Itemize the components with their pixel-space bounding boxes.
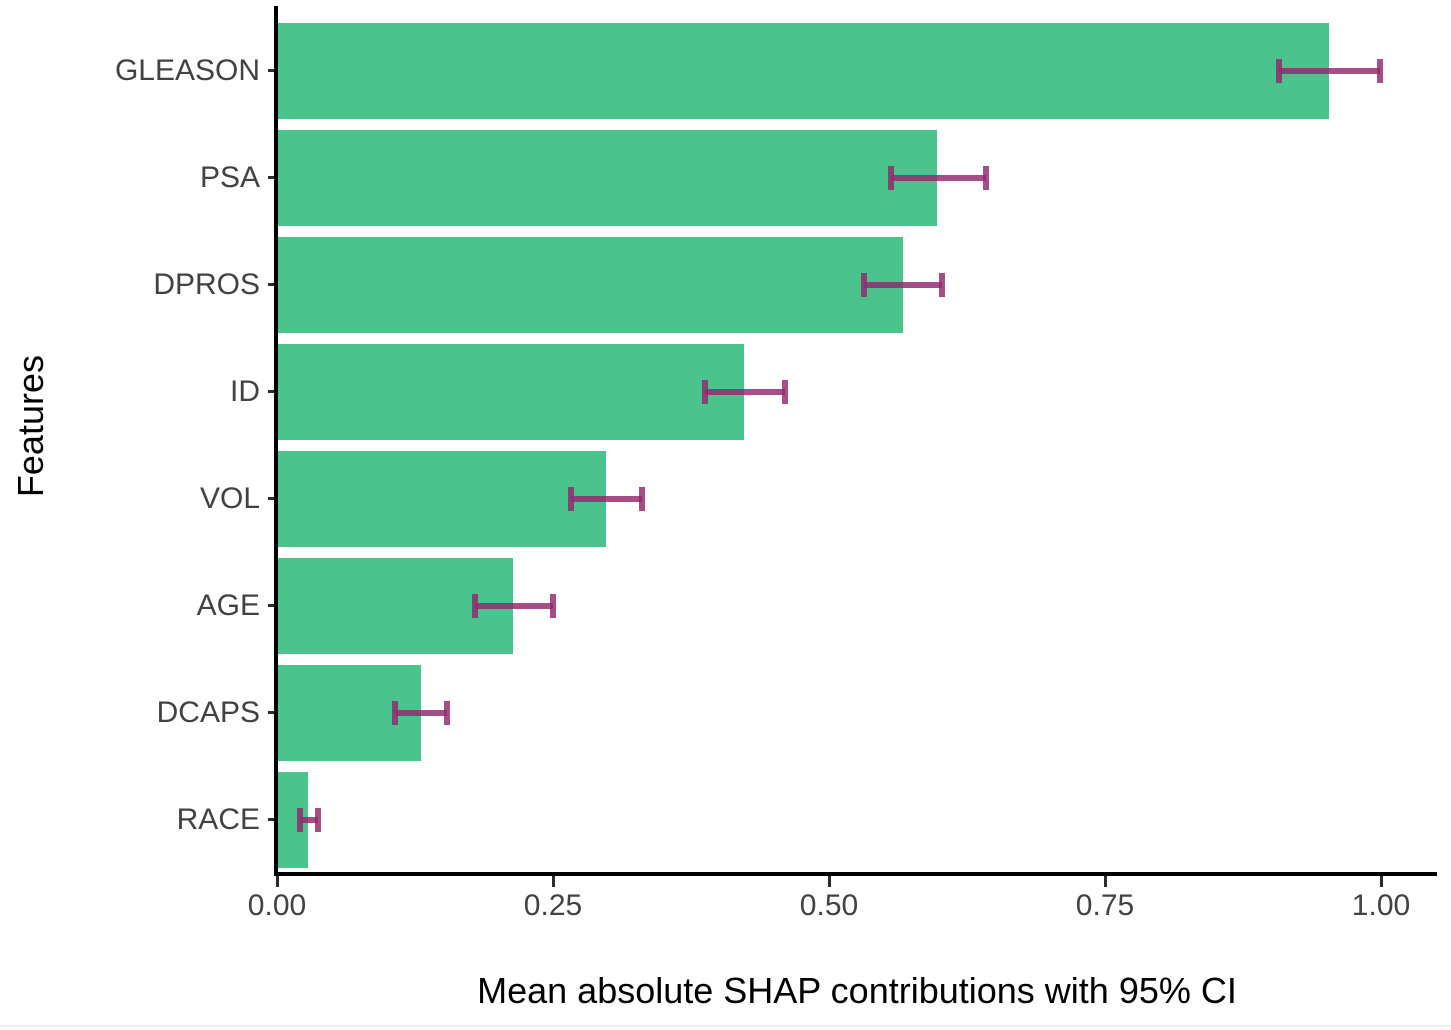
bar-gleason — [277, 22, 1330, 119]
y-tick-label-race: RACE — [176, 802, 260, 836]
error-bar-race — [300, 816, 318, 823]
error-bar-cap-high-gleason — [1376, 58, 1383, 83]
y-tick-label-age: AGE — [196, 588, 260, 622]
error-bar-id — [705, 388, 785, 395]
error-bar-cap-low-dcaps — [392, 700, 399, 725]
error-bar-cap-high-id — [781, 379, 788, 404]
error-bar-vol — [570, 495, 643, 502]
y-tick-label-psa: PSA — [199, 160, 260, 194]
bar-vol — [277, 450, 606, 547]
bar-id — [277, 343, 744, 440]
error-bar-cap-high-vol — [639, 486, 646, 511]
x-tick-1.00 — [1379, 876, 1383, 887]
y-tick-race — [268, 818, 277, 821]
y-tick-age — [268, 604, 277, 607]
y-tick-vol — [268, 497, 277, 500]
x-tick-label-1.00: 1.00 — [1351, 889, 1411, 922]
y-tick-label-dcaps: DCAPS — [156, 695, 260, 729]
x-tick-label-0.00: 0.00 — [247, 889, 307, 922]
bar-psa — [277, 129, 938, 226]
x-tick-0.00 — [275, 876, 279, 887]
error-bar-cap-low-age — [471, 593, 478, 618]
y-tick-label-id: ID — [230, 374, 260, 408]
x-tick-label-0.50: 0.50 — [799, 889, 859, 922]
bottom-divider-line — [0, 1025, 1451, 1027]
error-bar-cap-low-gleason — [1276, 58, 1283, 83]
error-bar-dpros — [864, 281, 942, 288]
error-bar-dcaps — [395, 709, 447, 716]
error-bar-cap-high-dcaps — [444, 700, 451, 725]
y-tick-dpros — [268, 283, 277, 286]
error-bar-cap-low-psa — [887, 165, 894, 190]
error-bar-cap-high-dpros — [938, 272, 945, 297]
error-bar-cap-low-id — [702, 379, 709, 404]
x-tick-0.75 — [1103, 876, 1107, 887]
error-bar-cap-high-age — [550, 593, 556, 618]
y-tick-dcaps — [268, 711, 277, 714]
y-tick-label-dpros: DPROS — [153, 267, 260, 301]
error-bar-psa — [890, 174, 986, 181]
y-tick-gleason — [268, 69, 277, 72]
y-tick-id — [268, 390, 277, 393]
bar-dpros — [277, 236, 903, 333]
y-tick-label-gleason: GLEASON — [114, 53, 260, 87]
x-tick-label-0.75: 0.75 — [1075, 889, 1135, 922]
y-tick-label-vol: VOL — [199, 481, 260, 515]
x-tick-label-0.25: 0.25 — [523, 889, 583, 922]
x-tick-0.50 — [827, 876, 831, 887]
error-bar-cap-high-race — [314, 807, 321, 832]
error-bar-age — [474, 602, 553, 609]
error-bar-gleason — [1279, 67, 1380, 74]
y-axis-line — [274, 6, 278, 876]
error-bar-cap-high-psa — [982, 165, 989, 190]
y-tick-psa — [268, 176, 277, 179]
x-axis-line — [274, 872, 1437, 876]
error-bar-cap-low-race — [297, 807, 304, 832]
error-bar-cap-low-dpros — [861, 272, 868, 297]
x-tick-0.25 — [551, 876, 555, 887]
error-bar-cap-low-vol — [567, 486, 574, 511]
x-axis-title: Mean absolute SHAP contributions with 95… — [477, 970, 1237, 1011]
